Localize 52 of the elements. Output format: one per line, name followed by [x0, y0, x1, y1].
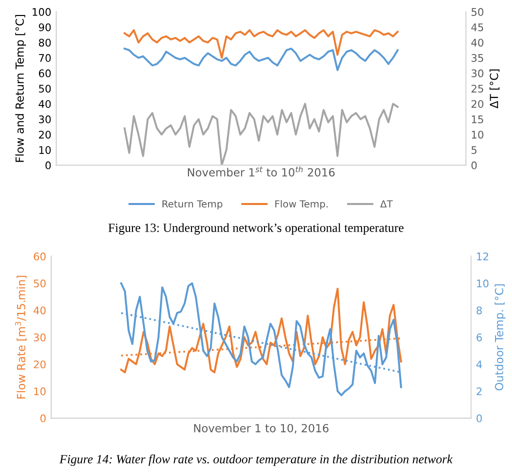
y-tick-label: 100 [32, 8, 51, 16]
y-tick-label: 40 [38, 100, 51, 108]
y-tick-label: 0 [46, 161, 51, 170]
y2-axis-title: ΔT [°C] [490, 70, 500, 108]
y2-tick-label: 0 [476, 414, 482, 422]
y-tick-label: 70 [39, 54, 51, 62]
y-tick-label: 50 [39, 84, 51, 93]
y-tick-label: 60 [34, 252, 46, 260]
legend-label: ΔT [380, 200, 393, 208]
caption: Figure 13: Underground network’s operational temperature [108, 223, 404, 235]
line-series [120, 282, 402, 396]
x-axis-title: November 1 to 10, 2016 [194, 424, 328, 434]
y2-tick-label: 15 [472, 116, 484, 124]
y2-tick-label: 4 [476, 360, 482, 368]
line-series [124, 29, 399, 59]
y2-tick-label: 40 [471, 38, 484, 47]
y-axis-title: Flow and Return Temp [°C] [15, 15, 26, 162]
y2-tick-label: 45 [471, 24, 484, 32]
x-axis-title: November 1$^{st}$ to 10$^{th}$ 2016 [188, 166, 335, 177]
y2-tick-label: 30 [472, 69, 484, 78]
y-tick-label: 80 [38, 38, 51, 47]
y-axis-title: Flow Rate [m$^{3}$/15.min] [15, 276, 27, 398]
y-tick-label: 10 [39, 146, 51, 154]
y2-tick-label: 50 [472, 8, 484, 16]
line-series [120, 288, 402, 374]
y2-tick-label: 2 [476, 387, 482, 396]
y2-tick-label: 12 [477, 252, 488, 260]
y2-tick-label: 25 [472, 84, 484, 93]
y-tick-label: 60 [38, 69, 51, 78]
y-tick-label: 20 [34, 360, 46, 368]
y2-tick-label: 0 [471, 161, 477, 170]
y2-tick-label: 5 [472, 146, 476, 154]
y-tick-label: 10 [34, 387, 46, 396]
line-series [124, 102, 399, 166]
y2-tick-label: 10 [477, 280, 488, 288]
legend-label: Return Temp [162, 200, 222, 210]
y-tick-label: 40 [34, 306, 46, 314]
y-tick-label: 90 [38, 23, 51, 32]
line-series [124, 48, 399, 72]
y2-tick-label: 6 [476, 333, 482, 342]
y2-tick-label: 20 [472, 100, 484, 108]
y-tick-label: 50 [34, 280, 46, 288]
caption: Figure 14: Water flow rate vs. outdoor temperature in the distribution network [59, 454, 453, 466]
y-tick-label: 0 [40, 414, 46, 422]
y-tick-label: 20 [38, 130, 51, 139]
legend-label: Flow Temp. [275, 200, 328, 210]
y2-tick-label: 8 [476, 306, 482, 314]
y-tick-label: 30 [39, 115, 51, 124]
y-tick-label: 30 [34, 333, 46, 342]
y2-tick-label: 10 [472, 130, 484, 139]
y2-axis-title: Outdoor Temp. [°C] [494, 284, 506, 390]
y2-tick-label: 35 [472, 54, 484, 62]
